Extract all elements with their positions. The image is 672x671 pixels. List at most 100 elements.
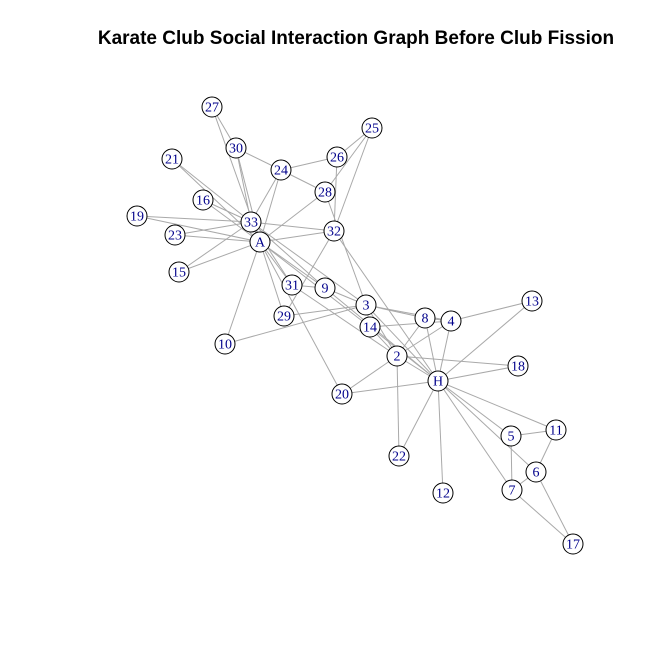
node-label: 33 bbox=[244, 216, 258, 231]
node-circle bbox=[314, 277, 336, 299]
node-label: 25 bbox=[365, 122, 379, 137]
edge-19-33 bbox=[136, 215, 252, 223]
node-label: H bbox=[433, 375, 443, 390]
node-label: 23 bbox=[168, 229, 182, 244]
node-circle bbox=[164, 224, 186, 246]
edge-layer bbox=[136, 106, 574, 545]
edge-14-A bbox=[259, 241, 371, 328]
node-label: 8 bbox=[422, 312, 429, 327]
node-2: 2 bbox=[386, 345, 408, 367]
edge-H-32 bbox=[333, 230, 439, 382]
node-label: 13 bbox=[525, 295, 539, 310]
node-label: 4 bbox=[448, 315, 455, 330]
edge-2-4 bbox=[396, 320, 452, 357]
edge-21-33 bbox=[171, 158, 252, 223]
edge-H-22 bbox=[398, 380, 439, 457]
node-label: 28 bbox=[318, 186, 332, 201]
edge-2-20 bbox=[341, 355, 398, 395]
node-circle bbox=[507, 355, 529, 377]
edge-20-A bbox=[259, 241, 343, 395]
node-label: 30 bbox=[229, 142, 243, 157]
edge-H-18 bbox=[437, 365, 519, 382]
node-label: 7 bbox=[509, 484, 516, 499]
node-label: 20 bbox=[335, 388, 349, 403]
edge-3-29 bbox=[283, 304, 367, 317]
edge-2-22 bbox=[396, 355, 400, 457]
edge-25-28 bbox=[324, 127, 373, 193]
node-label: 3 bbox=[363, 299, 370, 314]
node-circle bbox=[249, 231, 271, 253]
node-circle bbox=[386, 345, 408, 367]
node-18: 18 bbox=[507, 355, 529, 377]
node-circle bbox=[214, 333, 236, 355]
node-circle bbox=[501, 479, 523, 501]
node-circle bbox=[427, 370, 449, 392]
node-32: 32 bbox=[323, 220, 345, 242]
node-6: 6 bbox=[525, 461, 547, 483]
node-19: 19 bbox=[126, 205, 148, 227]
node-circle bbox=[388, 445, 410, 467]
node-circle bbox=[225, 137, 247, 159]
node-circle bbox=[270, 159, 292, 181]
node-circle bbox=[323, 220, 345, 242]
edge-32-33 bbox=[250, 221, 335, 232]
node-circle bbox=[414, 307, 436, 329]
node-circle bbox=[440, 310, 462, 332]
node-label: 18 bbox=[511, 360, 525, 375]
node-circle bbox=[314, 181, 336, 203]
edge-32-A bbox=[259, 230, 335, 243]
node-16: 16 bbox=[192, 189, 214, 211]
edge-H-11 bbox=[437, 380, 557, 431]
edge-15-33 bbox=[178, 221, 252, 273]
node-17: 17 bbox=[562, 533, 584, 555]
node-circle bbox=[240, 211, 262, 233]
node-10: 10 bbox=[214, 333, 236, 355]
node-label: 11 bbox=[549, 424, 562, 439]
edge-30-33 bbox=[235, 147, 252, 223]
node-layer: H234567891011121314151617181920212223242… bbox=[126, 96, 584, 555]
edge-H-13 bbox=[437, 300, 533, 382]
node-26: 26 bbox=[326, 146, 348, 168]
edge-26-32 bbox=[333, 156, 338, 232]
node-label: 27 bbox=[205, 101, 219, 116]
node-12: 12 bbox=[432, 482, 454, 504]
node-31: 31 bbox=[281, 274, 303, 296]
node-3: 3 bbox=[355, 294, 377, 316]
node-circle bbox=[521, 290, 543, 312]
node-circle bbox=[192, 189, 214, 211]
edge-H-8 bbox=[424, 317, 439, 382]
edge-25-32 bbox=[333, 127, 373, 232]
node-circle bbox=[201, 96, 223, 118]
node-circle bbox=[432, 482, 454, 504]
edge-H-7 bbox=[437, 380, 513, 491]
node-13: 13 bbox=[521, 290, 543, 312]
node-14: 14 bbox=[359, 316, 381, 338]
node-label: 15 bbox=[172, 266, 186, 281]
node-label: 17 bbox=[566, 538, 580, 553]
edge-24-A bbox=[259, 169, 282, 243]
node-circle bbox=[545, 419, 567, 441]
node-22: 22 bbox=[388, 445, 410, 467]
edge-23-A bbox=[174, 234, 261, 243]
node-25: 25 bbox=[361, 117, 383, 139]
edge-3-33 bbox=[250, 221, 367, 306]
edge-23-33 bbox=[174, 221, 252, 236]
node-circle bbox=[281, 274, 303, 296]
node-circle bbox=[161, 148, 183, 170]
edge-29-32 bbox=[283, 230, 335, 317]
node-circle bbox=[500, 425, 522, 447]
node-7: 7 bbox=[501, 479, 523, 501]
node-33: 33 bbox=[240, 211, 262, 233]
node-11: 11 bbox=[545, 419, 567, 441]
node-label: 14 bbox=[363, 321, 377, 336]
node-A: A bbox=[249, 231, 271, 253]
edge-2-31 bbox=[291, 284, 398, 357]
edge-10-A bbox=[224, 241, 261, 345]
edge-H-20 bbox=[341, 380, 439, 395]
edge-2-18 bbox=[396, 355, 519, 367]
node-label: 2 bbox=[394, 350, 401, 365]
node-circle bbox=[273, 305, 295, 327]
node-label: 22 bbox=[392, 450, 406, 465]
edge-19-A bbox=[136, 215, 261, 243]
